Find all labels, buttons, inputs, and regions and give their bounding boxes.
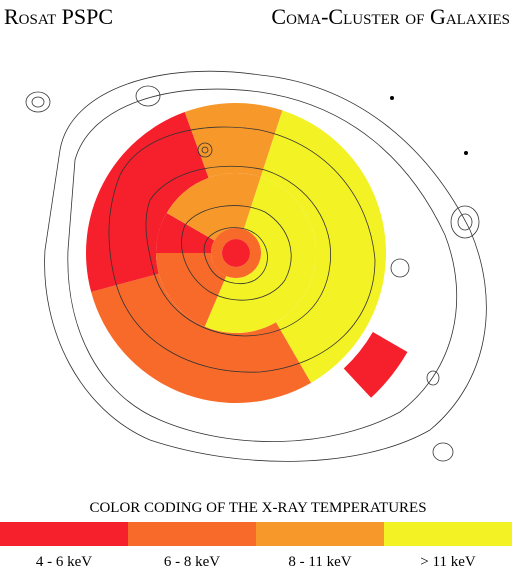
contour <box>44 70 487 462</box>
legend-swatch <box>128 522 256 546</box>
temperature-sector <box>184 103 283 178</box>
contour <box>181 205 292 301</box>
legend-label: 6 - 8 keV <box>164 554 220 570</box>
contour <box>31 96 45 108</box>
temperature-sector <box>91 273 311 404</box>
temperature-sector <box>156 213 215 253</box>
legend-swatch <box>256 522 384 546</box>
temperature-sector <box>156 253 227 327</box>
header-right: Coma-Cluster of Galaxies <box>271 4 510 29</box>
legend-swatch <box>0 522 128 546</box>
contour <box>432 442 454 462</box>
header-left: Rosat PSPC <box>4 4 113 29</box>
contour <box>145 165 332 337</box>
temperature-map <box>86 103 408 404</box>
contour <box>201 146 209 154</box>
legend-title: COLOR CODING OF THE X-RAY TEMPERATURES <box>89 500 426 516</box>
contour <box>390 258 410 278</box>
temperature-sector <box>343 332 408 398</box>
temperature-sector <box>260 110 387 383</box>
legend-label: 4 - 6 keV <box>36 554 92 570</box>
contour <box>197 142 213 158</box>
contour <box>108 126 376 373</box>
temperature-sector <box>211 228 261 278</box>
contour <box>25 91 51 113</box>
legend-label: 8 - 11 keV <box>288 554 351 570</box>
contour <box>450 205 480 239</box>
temperature-sector <box>86 112 209 292</box>
legend-swatch <box>384 522 512 546</box>
temperature-sector <box>166 173 261 241</box>
temperature-sector <box>222 239 250 267</box>
point-source <box>390 96 394 100</box>
contour <box>426 370 440 386</box>
legend-label: > 11 keV <box>420 554 476 570</box>
temperature-sector <box>204 176 317 333</box>
contour <box>67 88 458 442</box>
legend: 4 - 6 keV 6 - 8 keV 8 - 11 keV > 11 keV <box>0 522 512 570</box>
contours <box>25 70 487 462</box>
contour <box>203 227 268 284</box>
contour <box>135 85 161 107</box>
contour <box>457 213 473 231</box>
point-source <box>464 151 468 155</box>
